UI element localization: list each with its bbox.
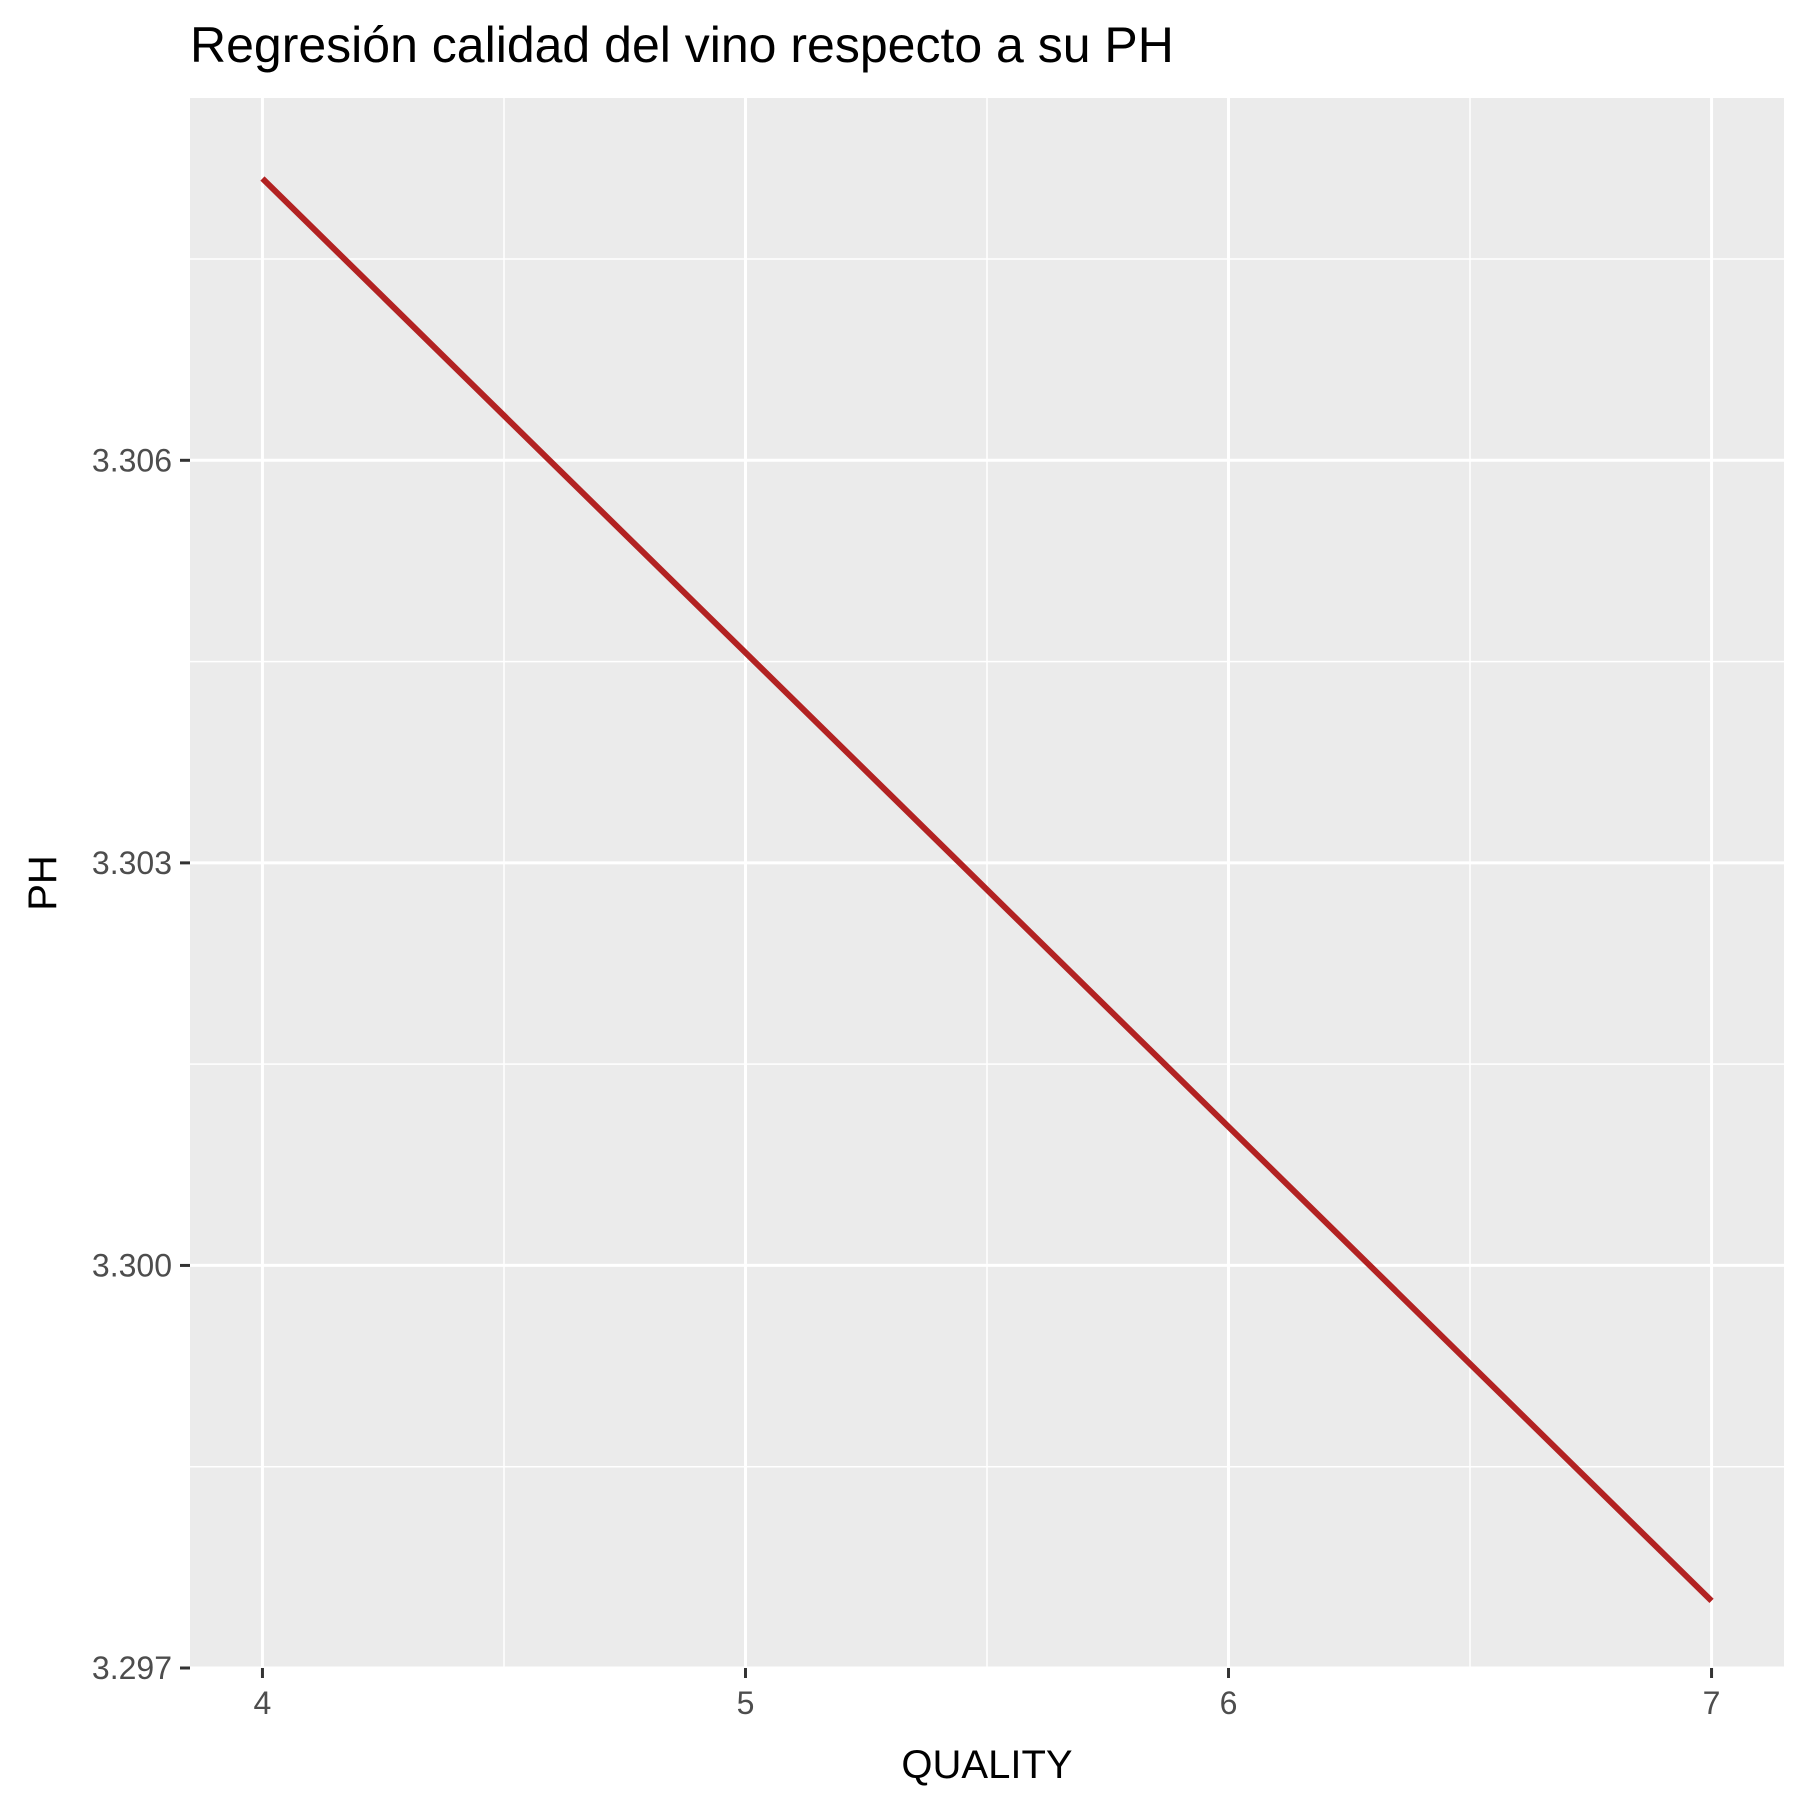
- x-axis: 4 5 6 7: [254, 1668, 1721, 1721]
- chart-title: Regresión calidad del vino respecto a su…: [190, 17, 1174, 73]
- y-tick-label: 3.300: [92, 1247, 172, 1283]
- regression-series: [260, 176, 1714, 1604]
- regression-line: [260, 176, 1714, 1604]
- y-tick-label: 3.306: [92, 442, 172, 478]
- y-axis: 3.297 3.300 3.303 3.306: [92, 442, 190, 1686]
- x-tick-label: 5: [737, 1685, 755, 1721]
- y-tick-label: 3.303: [92, 845, 172, 881]
- x-tick-label: 7: [1703, 1685, 1721, 1721]
- x-tick-label: 4: [254, 1685, 272, 1721]
- y-tick-label: 3.297: [92, 1650, 172, 1686]
- x-tick-label: 6: [1220, 1685, 1238, 1721]
- minor-gridlines: [190, 98, 1784, 1668]
- major-gridlines: [190, 98, 1784, 1670]
- y-axis-label: PH: [21, 855, 65, 911]
- x-axis-label: QUALITY: [901, 1743, 1072, 1787]
